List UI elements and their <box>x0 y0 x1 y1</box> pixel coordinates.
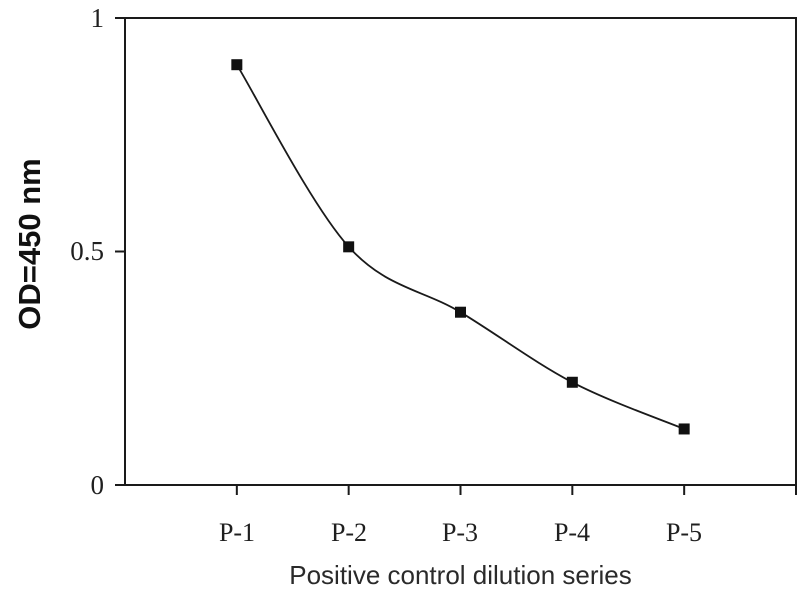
y-tick-label-0: 0 <box>90 470 105 500</box>
x-axis-title: Positive control dilution series <box>289 560 632 590</box>
y-axis-title: OD=450 nm <box>12 158 47 330</box>
x-tick-label-p4: P-4 <box>553 518 591 547</box>
x-tick-label-p1: P-1 <box>218 518 256 547</box>
data-point-marker <box>566 376 578 388</box>
data-point-marker <box>455 306 466 318</box>
y-tick-label-1: 1 <box>90 3 105 33</box>
plot-border <box>124 17 797 486</box>
y-tick-label-0-5: 0.5 <box>70 236 104 266</box>
x-tick-label-p3: P-3 <box>441 518 479 547</box>
x-tick-label-p2: P-2 <box>330 518 368 547</box>
data-series-line <box>236 64 685 430</box>
data-point-marker <box>343 241 355 253</box>
x-tick-label-p5: P-5 <box>665 518 703 547</box>
data-point-marker <box>231 59 243 71</box>
data-point-marker <box>678 423 690 435</box>
